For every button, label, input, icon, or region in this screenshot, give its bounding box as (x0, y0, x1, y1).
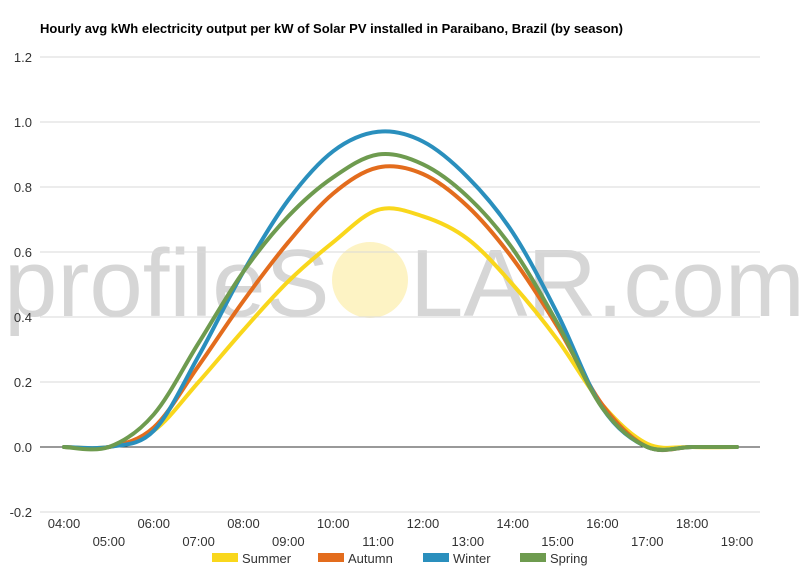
x-axis: 04:00 05:00 06:00 07:00 08:00 09:00 10:00 11:00… (48, 516, 754, 549)
x-tick-label: 06:00 (137, 516, 170, 531)
y-tick-label: 0.8 (14, 180, 32, 195)
series-line-spring (62, 151, 739, 452)
x-tick-label: 17:00 (631, 534, 664, 549)
x-tick-label: 04:00 (48, 516, 81, 531)
series-lines (62, 129, 739, 453)
x-tick-label: 07:00 (182, 534, 215, 549)
x-tick-label: 18:00 (676, 516, 709, 531)
y-tick-label: 1.2 (14, 50, 32, 65)
x-tick-label: 15:00 (541, 534, 574, 549)
x-tick-label: 11:00 (362, 534, 394, 549)
legend-swatch (318, 553, 344, 562)
watermark-text-left: profileS (4, 230, 330, 337)
legend-item-spring: Spring (520, 551, 588, 566)
y-tick-label: 0.6 (14, 245, 32, 260)
legend-item-winter: Winter (423, 551, 491, 566)
x-tick-label: 16:00 (586, 516, 619, 531)
chart-title: Hourly avg kWh electricity output per kW… (40, 21, 623, 36)
legend-label: Winter (453, 551, 491, 566)
legend-label: Autumn (348, 551, 393, 566)
x-tick-label: 12:00 (407, 516, 440, 531)
y-tick-label: -0.2 (10, 505, 32, 520)
x-tick-label: 08:00 (227, 516, 260, 531)
y-tick-label: 0.4 (14, 310, 32, 325)
legend-item-summer: Summer (212, 551, 292, 566)
x-tick-label: 13:00 (452, 534, 485, 549)
legend-label: Spring (550, 551, 588, 566)
legend-item-autumn: Autumn (318, 551, 393, 566)
watermark: profileS LAR.com (4, 230, 800, 337)
x-tick-label: 19:00 (721, 534, 754, 549)
legend-label: Summer (242, 551, 292, 566)
y-axis: -0.2 0.0 0.2 0.4 0.6 0.8 1.0 1.2 (10, 50, 32, 520)
legend-swatch (520, 553, 546, 562)
y-tick-label: 0.0 (14, 440, 32, 455)
legend: Summer Autumn Winter Spring (212, 551, 588, 566)
legend-swatch (212, 553, 238, 562)
x-tick-label: 05:00 (93, 534, 126, 549)
y-tick-label: 0.2 (14, 375, 32, 390)
grid (40, 56, 760, 513)
y-tick-label: 1.0 (14, 115, 32, 130)
watermark-sun (332, 242, 408, 318)
x-tick-label: 14:00 (496, 516, 529, 531)
watermark-text-right: LAR.com (410, 230, 800, 337)
legend-swatch (423, 553, 449, 562)
x-tick-label: 10:00 (317, 516, 350, 531)
x-tick-label: 09:00 (272, 534, 305, 549)
